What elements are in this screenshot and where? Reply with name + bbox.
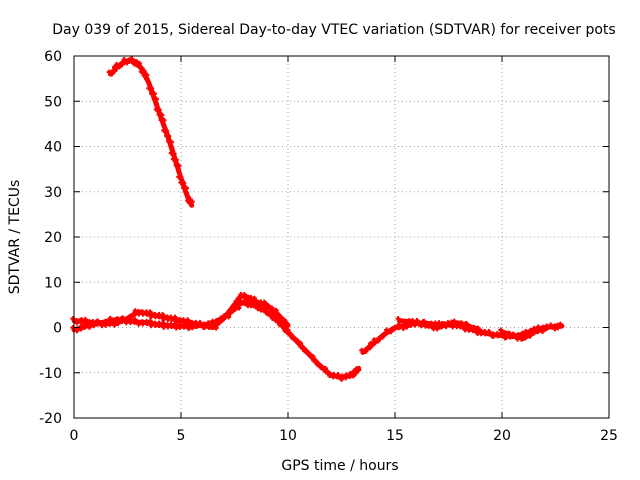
- y-tick-label: -10: [39, 366, 62, 382]
- x-tick-label: 20: [493, 428, 511, 444]
- y-tick-label: 50: [44, 94, 62, 110]
- series-layer: [70, 56, 565, 382]
- x-axis-label: GPS time / hours: [281, 458, 398, 474]
- y-tick-label: 60: [44, 49, 62, 65]
- y-tick-label: 40: [44, 140, 62, 156]
- y-tick-label: 0: [53, 321, 62, 337]
- x-tick-label: 0: [70, 428, 79, 444]
- tick-layer: 0 5 10 15 20 25 -20 -10 0 10 20 30 40 50 60: [39, 49, 618, 444]
- x-tick-label: 10: [279, 428, 297, 444]
- y-tick-label: 30: [44, 185, 62, 201]
- x-tick-label: 5: [177, 428, 186, 444]
- x-tick-label: 15: [386, 428, 404, 444]
- chart-title: Day 039 of 2015, Sidereal Day-to-day VTE…: [52, 22, 615, 38]
- grid-layer: [74, 56, 609, 418]
- x-tick-label: 25: [600, 428, 618, 444]
- series-line-2: [71, 300, 362, 380]
- y-tick-label: -20: [39, 411, 62, 427]
- y-axis-label: SDTVAR / TECUs: [7, 180, 23, 295]
- y-tick-label: 10: [44, 275, 62, 291]
- y-tick-label: 20: [44, 230, 62, 246]
